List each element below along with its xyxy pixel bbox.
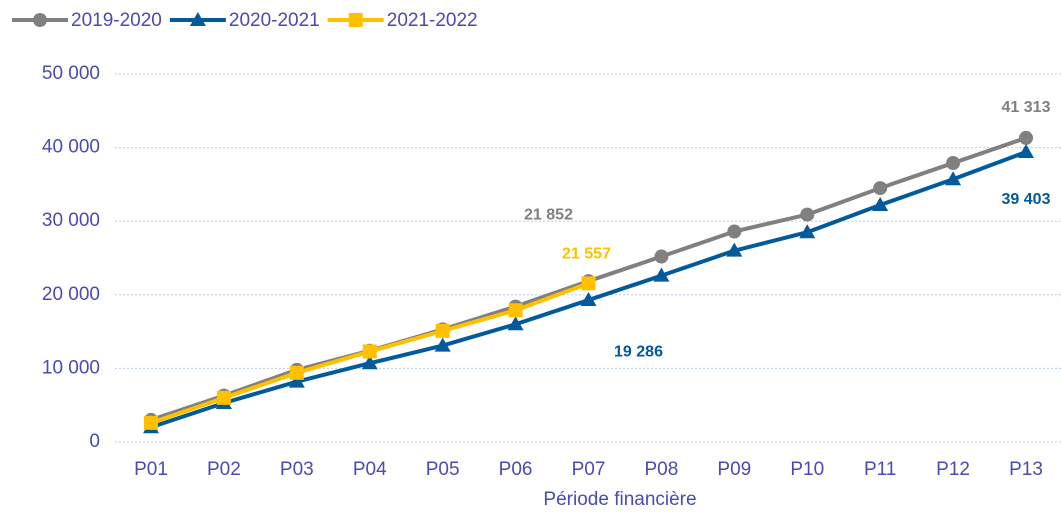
- legend-marker: [189, 12, 206, 26]
- legend-label: 2019-2020: [71, 10, 162, 31]
- x-tick-label: P05: [426, 459, 460, 480]
- data-label: 41 313: [1002, 99, 1051, 116]
- y-tick-label: 10 000: [42, 357, 100, 378]
- point: [288, 373, 305, 388]
- point: [581, 276, 596, 291]
- y-tick-label: 20 000: [42, 284, 100, 305]
- x-tick-label: P09: [717, 459, 751, 480]
- point: [872, 197, 889, 212]
- legend-marker: [348, 13, 363, 27]
- data-label: 21 557: [562, 246, 611, 263]
- x-tick-label: P08: [645, 459, 679, 480]
- point: [289, 365, 304, 380]
- point: [144, 415, 158, 430]
- x-tick-label: P01: [134, 459, 168, 480]
- data-label: 39 403: [1002, 191, 1051, 208]
- point: [726, 242, 743, 257]
- y-tick-label: 40 000: [42, 137, 100, 158]
- x-tick-label: P11: [864, 459, 896, 480]
- y-tick-label: 30 000: [42, 210, 100, 231]
- x-tick-label: P03: [280, 459, 314, 480]
- x-tick-label: P12: [936, 459, 970, 480]
- point: [727, 224, 742, 239]
- point: [654, 249, 669, 264]
- point: [434, 337, 451, 352]
- point: [1019, 130, 1033, 145]
- point: [946, 156, 961, 171]
- point: [508, 303, 523, 318]
- point: [873, 181, 888, 196]
- x-tick-label: P07: [572, 459, 606, 480]
- data-label: 19 286: [614, 343, 663, 360]
- point: [1018, 143, 1034, 158]
- point: [435, 323, 450, 338]
- x-tick-label: P13: [1009, 459, 1043, 480]
- x-tick-label: P10: [790, 459, 824, 480]
- y-tick-label: 50 000: [42, 63, 100, 84]
- legend-label: 2020-2021: [229, 10, 320, 31]
- legend-marker: [33, 13, 47, 27]
- point: [945, 171, 962, 186]
- legend-label: 2021-2022: [387, 10, 478, 31]
- point: [362, 344, 377, 359]
- y-tick-label: 0: [89, 431, 100, 452]
- x-axis-title: Période financière: [543, 489, 696, 510]
- x-tick-label: P06: [499, 459, 533, 480]
- point: [799, 224, 816, 239]
- data-label: 21 852: [524, 206, 573, 223]
- x-tick-label: P02: [207, 459, 241, 480]
- point: [507, 316, 524, 331]
- point: [800, 207, 815, 222]
- x-tick-label: P04: [353, 459, 387, 480]
- point: [361, 355, 378, 370]
- point: [653, 267, 670, 282]
- point: [216, 390, 231, 405]
- point: [580, 292, 597, 307]
